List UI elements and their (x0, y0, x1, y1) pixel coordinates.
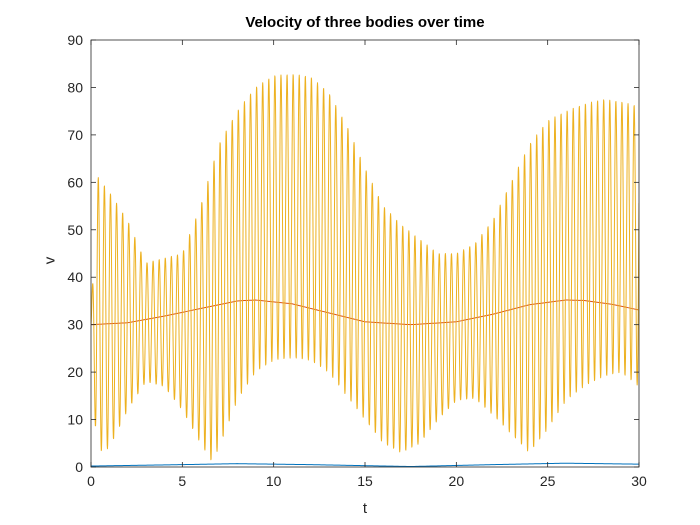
x-tick-label: 25 (540, 473, 556, 489)
y-tick-label: 20 (67, 364, 83, 380)
x-tick-label: 0 (87, 473, 95, 489)
y-tick-label: 0 (75, 459, 83, 475)
y-tick-label: 70 (67, 127, 83, 143)
y-tick-label: 80 (67, 79, 83, 95)
x-tick-label: 10 (266, 473, 282, 489)
y-tick-label: 40 (67, 269, 83, 285)
y-tick-label: 50 (67, 222, 83, 238)
y-tick-label: 10 (67, 412, 83, 428)
y-tick-label: 60 (67, 174, 83, 190)
x-tick-label: 20 (449, 473, 465, 489)
x-tick-label: 30 (631, 473, 647, 489)
chart-title: Velocity of three bodies over time (245, 14, 485, 31)
y-tick-label: 90 (67, 32, 83, 48)
series-line-3 (91, 74, 639, 461)
y-axis-label: v (41, 256, 59, 265)
x-tick-label: 5 (178, 473, 186, 489)
ticks: 0 5 10 15 20 25 30 0 10 20 30 40 50 60 70 80 90 (67, 32, 647, 489)
y-tick-label: 30 (67, 317, 83, 333)
data-lines (91, 74, 639, 467)
x-axis-label: t (362, 500, 368, 517)
x-tick-label: 15 (357, 473, 373, 489)
